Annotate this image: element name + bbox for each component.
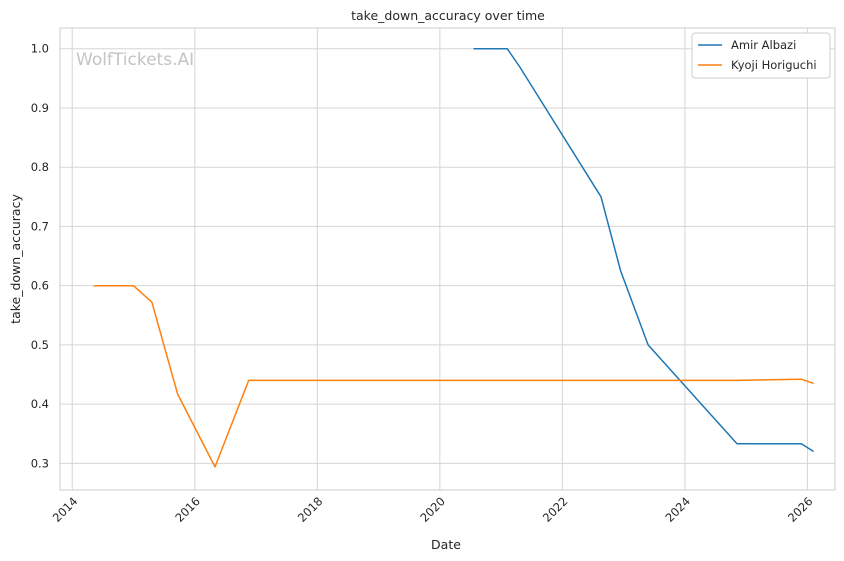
x-axis-ticks: 2014 2016 2018 2020 2022 2024 2026 [50, 494, 816, 525]
x-tick-label: 2014 [50, 494, 81, 525]
y-tick-label: 0.8 [31, 160, 49, 174]
x-axis-label: Date [431, 537, 461, 552]
x-tick-label: 2018 [295, 494, 326, 525]
y-tick-label: 0.3 [31, 456, 49, 470]
series-layer [93, 47, 814, 468]
chart-title: take_down_accuracy over time [351, 8, 545, 23]
x-tick-label: 2026 [785, 494, 816, 525]
legend-label-kyoji-horiguchi: Kyoji Horiguchi [731, 58, 817, 72]
y-tick-label: 0.9 [31, 101, 49, 115]
x-tick-label: 2022 [540, 494, 571, 525]
x-tick-label: 2020 [417, 494, 448, 525]
legend-box [691, 32, 831, 79]
y-axis-label: take_down_accuracy [8, 194, 23, 324]
y-tick-label: 0.6 [31, 279, 49, 293]
y-tick-label: 1.0 [31, 42, 49, 56]
x-tick-label: 2016 [172, 494, 203, 525]
watermark: WolfTickets.AI [76, 50, 194, 70]
series-line-kyoji-horiguchi [93, 284, 814, 468]
y-tick-label: 0.5 [31, 338, 49, 352]
y-tick-label: 0.7 [31, 219, 49, 233]
legend-label-amir-albazi: Amir Albazi [731, 38, 796, 52]
x-tick-label: 2024 [662, 494, 693, 525]
series-line-amir-albazi [473, 47, 814, 453]
plot-frame [59, 27, 836, 491]
grid [60, 28, 835, 490]
legend: Amir Albazi Kyoji Horiguchi [691, 32, 831, 79]
y-tick-label: 0.4 [31, 397, 49, 411]
y-axis-ticks: 0.3 0.4 0.5 0.6 0.7 0.8 0.9 1.0 [31, 42, 49, 471]
